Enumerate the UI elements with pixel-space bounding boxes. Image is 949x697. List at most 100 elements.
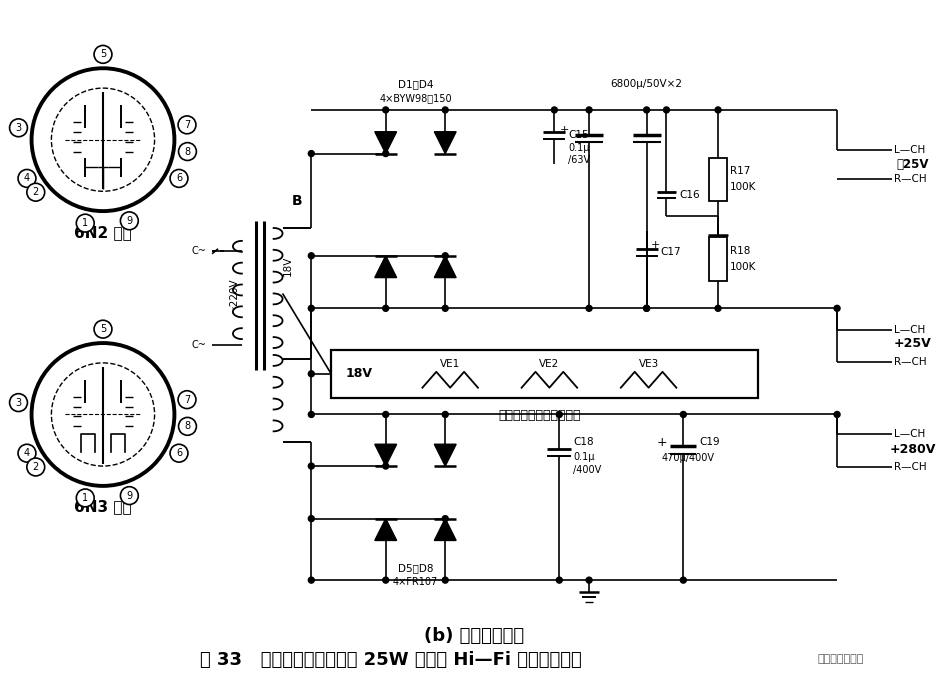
- Circle shape: [382, 463, 389, 469]
- Circle shape: [18, 444, 36, 462]
- Circle shape: [178, 116, 195, 134]
- Text: VE2: VE2: [539, 359, 560, 369]
- Circle shape: [382, 577, 389, 583]
- Text: (b) 整机供电电路: (b) 整机供电电路: [424, 627, 524, 645]
- Text: L—CH: L—CH: [894, 325, 925, 335]
- Circle shape: [9, 119, 28, 137]
- Circle shape: [643, 107, 650, 113]
- Circle shape: [308, 305, 314, 312]
- Circle shape: [680, 411, 686, 418]
- Circle shape: [18, 169, 36, 187]
- Circle shape: [442, 253, 448, 259]
- Polygon shape: [375, 132, 397, 153]
- Circle shape: [586, 305, 592, 312]
- Text: C~: C~: [192, 340, 206, 350]
- Circle shape: [94, 320, 112, 338]
- Circle shape: [586, 107, 592, 113]
- Polygon shape: [435, 132, 456, 153]
- Polygon shape: [435, 519, 456, 540]
- Circle shape: [442, 411, 448, 418]
- Text: 4×FR107: 4×FR107: [393, 577, 438, 587]
- Text: L—CH: L—CH: [894, 429, 925, 439]
- Circle shape: [308, 371, 314, 377]
- Text: ~220V: ~220V: [229, 277, 239, 313]
- Text: 4×BYW98－150: 4×BYW98－150: [380, 93, 452, 103]
- Circle shape: [680, 577, 686, 583]
- Circle shape: [643, 305, 650, 312]
- Text: B: B: [292, 194, 303, 208]
- Text: R18: R18: [730, 246, 751, 256]
- Text: C19: C19: [699, 437, 720, 447]
- Circle shape: [9, 394, 28, 411]
- Polygon shape: [375, 444, 397, 466]
- Text: D5～D8: D5～D8: [398, 563, 434, 573]
- Circle shape: [308, 463, 314, 469]
- Text: 18V: 18V: [345, 367, 372, 381]
- Text: L—CH: L—CH: [894, 144, 925, 155]
- Circle shape: [556, 577, 563, 583]
- Text: 470µ/400V: 470µ/400V: [661, 453, 715, 463]
- Circle shape: [442, 577, 448, 583]
- Text: 8: 8: [184, 422, 191, 431]
- Text: 叶绿体不忘呼吸: 叶绿体不忘呼吸: [817, 654, 864, 664]
- Text: +280V: +280V: [889, 443, 936, 456]
- Text: +: +: [657, 436, 667, 449]
- Text: 18V: 18V: [283, 256, 292, 276]
- Text: R—CH: R—CH: [894, 462, 926, 472]
- Text: 2: 2: [32, 462, 39, 472]
- Circle shape: [308, 151, 314, 157]
- Circle shape: [76, 489, 94, 507]
- Polygon shape: [375, 519, 397, 540]
- Text: C18: C18: [573, 437, 594, 447]
- Circle shape: [551, 107, 557, 113]
- Text: +: +: [651, 240, 660, 250]
- Text: 0.1µ: 0.1µ: [568, 143, 589, 153]
- Circle shape: [643, 305, 650, 312]
- Circle shape: [442, 305, 448, 312]
- Text: +25V: +25V: [894, 337, 931, 349]
- Text: 6: 6: [176, 174, 182, 183]
- Circle shape: [382, 411, 389, 418]
- Text: 3: 3: [15, 123, 22, 133]
- Text: C~: C~: [192, 246, 206, 256]
- Text: 6N3 管脚: 6N3 管脚: [74, 499, 132, 514]
- Circle shape: [76, 214, 94, 232]
- Circle shape: [170, 444, 188, 462]
- Circle shape: [663, 107, 669, 113]
- Circle shape: [31, 68, 175, 211]
- Circle shape: [382, 151, 389, 157]
- Text: 6800µ/50V×2: 6800µ/50V×2: [610, 79, 682, 89]
- Circle shape: [27, 183, 45, 201]
- Text: 1: 1: [83, 493, 88, 503]
- Circle shape: [178, 143, 196, 160]
- Polygon shape: [435, 444, 456, 466]
- Circle shape: [556, 411, 563, 418]
- Circle shape: [382, 107, 389, 113]
- Text: R17: R17: [730, 167, 751, 176]
- Circle shape: [308, 577, 314, 583]
- Bar: [331, 350, 757, 397]
- Circle shape: [834, 411, 840, 418]
- Circle shape: [121, 212, 139, 230]
- Circle shape: [170, 169, 188, 187]
- Circle shape: [308, 516, 314, 521]
- Circle shape: [94, 45, 112, 63]
- Circle shape: [715, 305, 721, 312]
- Text: 5: 5: [100, 324, 106, 334]
- Text: /400V: /400V: [573, 465, 602, 475]
- Circle shape: [308, 411, 314, 418]
- Text: 9: 9: [126, 216, 133, 226]
- Text: 100K: 100K: [730, 261, 756, 272]
- Text: C17: C17: [661, 247, 681, 256]
- Text: VE3: VE3: [639, 359, 659, 369]
- Circle shape: [715, 107, 721, 113]
- Polygon shape: [435, 256, 456, 277]
- Circle shape: [178, 418, 196, 435]
- Circle shape: [308, 253, 314, 259]
- Circle shape: [382, 305, 389, 312]
- Text: 三个电子管灯丝串联供电: 三个电子管灯丝串联供电: [498, 409, 581, 422]
- Circle shape: [442, 516, 448, 521]
- Text: 图 33   具有音调控制功能的 25W 混合式 Hi—Fi 放大器电路图: 图 33 具有音调控制功能的 25W 混合式 Hi—Fi 放大器电路图: [200, 650, 582, 668]
- Text: /63V: /63V: [568, 155, 590, 164]
- Bar: [709, 237, 727, 281]
